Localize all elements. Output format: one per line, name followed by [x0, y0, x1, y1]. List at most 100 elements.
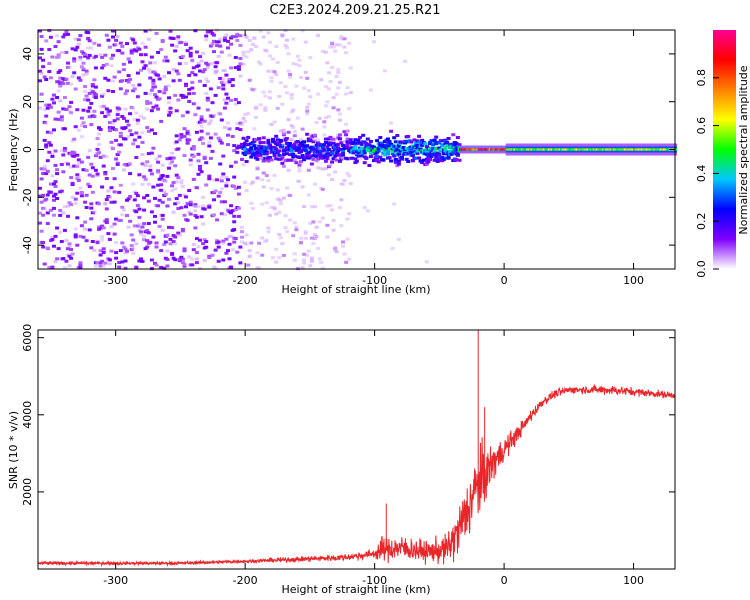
spectrogram-cell [375, 155, 380, 158]
spectrogram-cell [69, 176, 74, 180]
spectrogram-cell [308, 95, 313, 99]
spectrogram-cell [196, 106, 201, 110]
spectrogram-cell [170, 252, 175, 256]
spectrogram-cell [424, 157, 429, 161]
spectrogram-cell [196, 64, 201, 67]
spectrogram-cell [41, 213, 46, 217]
spectrogram-cell [109, 249, 114, 253]
spectrogram-cell [628, 148, 631, 151]
spectrogram-cell [62, 127, 67, 131]
spectrogram-cell [260, 178, 265, 182]
spectrogram-cell [106, 113, 111, 117]
spectrogram-cell [114, 128, 119, 132]
snr-background [38, 330, 675, 569]
spectrogram-cell [89, 88, 94, 92]
spectrogram-cell [299, 236, 303, 240]
spectrogram-cell [667, 148, 670, 151]
spectrogram-cell [118, 41, 123, 45]
spectrogram-cell [62, 266, 67, 270]
spectrogram-cell [330, 160, 335, 164]
spectrogram-cell [67, 264, 72, 268]
spectrogram-cell [302, 158, 307, 162]
spectrogram-cell [381, 158, 386, 162]
spectrogram-cell [373, 152, 378, 156]
spectrogram-cell [294, 228, 299, 232]
colorbar-tick-label: 0.2 [695, 212, 708, 230]
spectrogram-cell [190, 263, 195, 267]
spectrogram-cell [240, 157, 244, 161]
spectrogram-cell [205, 98, 210, 102]
spectrogram-cell [44, 143, 49, 147]
spectrogram-cell [297, 64, 302, 68]
spectrogram-cell [309, 148, 314, 152]
spectrogram-cell [409, 147, 414, 151]
spectrogram-cell [319, 149, 324, 153]
spectrogram-cell [114, 157, 119, 161]
spectrogram-cell [128, 77, 133, 81]
spectrogram-cell [151, 81, 156, 85]
spectrogram-cell [622, 148, 625, 151]
spectrogram-cell [274, 157, 279, 161]
spectrogram-cell [219, 80, 224, 84]
spectrogram-cell [396, 152, 401, 156]
spectrogram-cell [336, 146, 341, 150]
spectrogram-cell [219, 200, 224, 204]
spectrogram-cell [101, 264, 106, 268]
spectrogram-cell [204, 38, 209, 42]
spectrogram-cell [198, 55, 202, 59]
spectrogram-cell [75, 216, 80, 220]
spectrogram-cell [89, 217, 94, 221]
spectrogram-cell [508, 148, 511, 151]
spectrogram-cell [222, 69, 227, 73]
spectrogram-cell [118, 87, 123, 91]
spectrogram-cell [241, 62, 246, 66]
spectrogram-cell [193, 204, 198, 208]
spectrogram-cell [69, 165, 74, 169]
spectrogram-cell [286, 130, 291, 134]
spectrogram-cell [55, 172, 60, 176]
spectrogram-cell [285, 38, 289, 42]
spectrogram-cell [236, 185, 241, 189]
spectrogram-cell [148, 92, 153, 96]
spectrogram-cell [126, 135, 131, 139]
spectrogram-cell [238, 261, 243, 265]
spectrogram-cell [375, 139, 380, 143]
spectrogram-cell [295, 54, 300, 58]
spectrogram-cell [260, 202, 265, 206]
spectrogram-cell [474, 148, 477, 151]
spectrogram-cell [418, 145, 423, 149]
spectrogram-cell [50, 238, 55, 241]
spectrogram-cell [83, 125, 88, 129]
spectrogram-cell [139, 257, 143, 261]
spectrogram-cell [139, 114, 143, 118]
spectrogram-cell [70, 195, 75, 199]
spectrogram-cell [157, 154, 162, 158]
spectrogram-cell [227, 80, 232, 84]
spectrogram-cell [314, 155, 319, 159]
spectrogram-cell [305, 154, 310, 158]
spectrogram-cell [90, 190, 95, 194]
spectrogram-cell [479, 148, 482, 151]
spectrogram-cell [289, 96, 294, 100]
spectrogram-cell [59, 118, 64, 122]
spectrogram-cell [368, 139, 373, 143]
spectrogram-cell [344, 122, 349, 126]
spectrogram-cell [331, 157, 336, 161]
spectrogram-cell [201, 51, 206, 55]
spectrogram-cell [487, 148, 489, 151]
spectrogram-cell [69, 82, 74, 86]
spectrogram-cell [488, 148, 491, 151]
spectrogram-cells [38, 28, 677, 271]
spectrogram-cell [167, 71, 171, 75]
spectrogram-cell [426, 160, 431, 164]
spectrogram-cell [309, 259, 314, 263]
spectrogram-cell [325, 223, 330, 227]
spectrogram-cell [230, 209, 235, 213]
spectrogram-cell [53, 184, 58, 188]
spectrogram-cell [185, 110, 190, 114]
spectrogram-cell [128, 161, 133, 165]
spectrogram-cell [471, 148, 474, 151]
spectrogram-cell [76, 161, 81, 165]
spectrogram-cell [55, 226, 60, 230]
spectrogram-cell [135, 145, 140, 149]
